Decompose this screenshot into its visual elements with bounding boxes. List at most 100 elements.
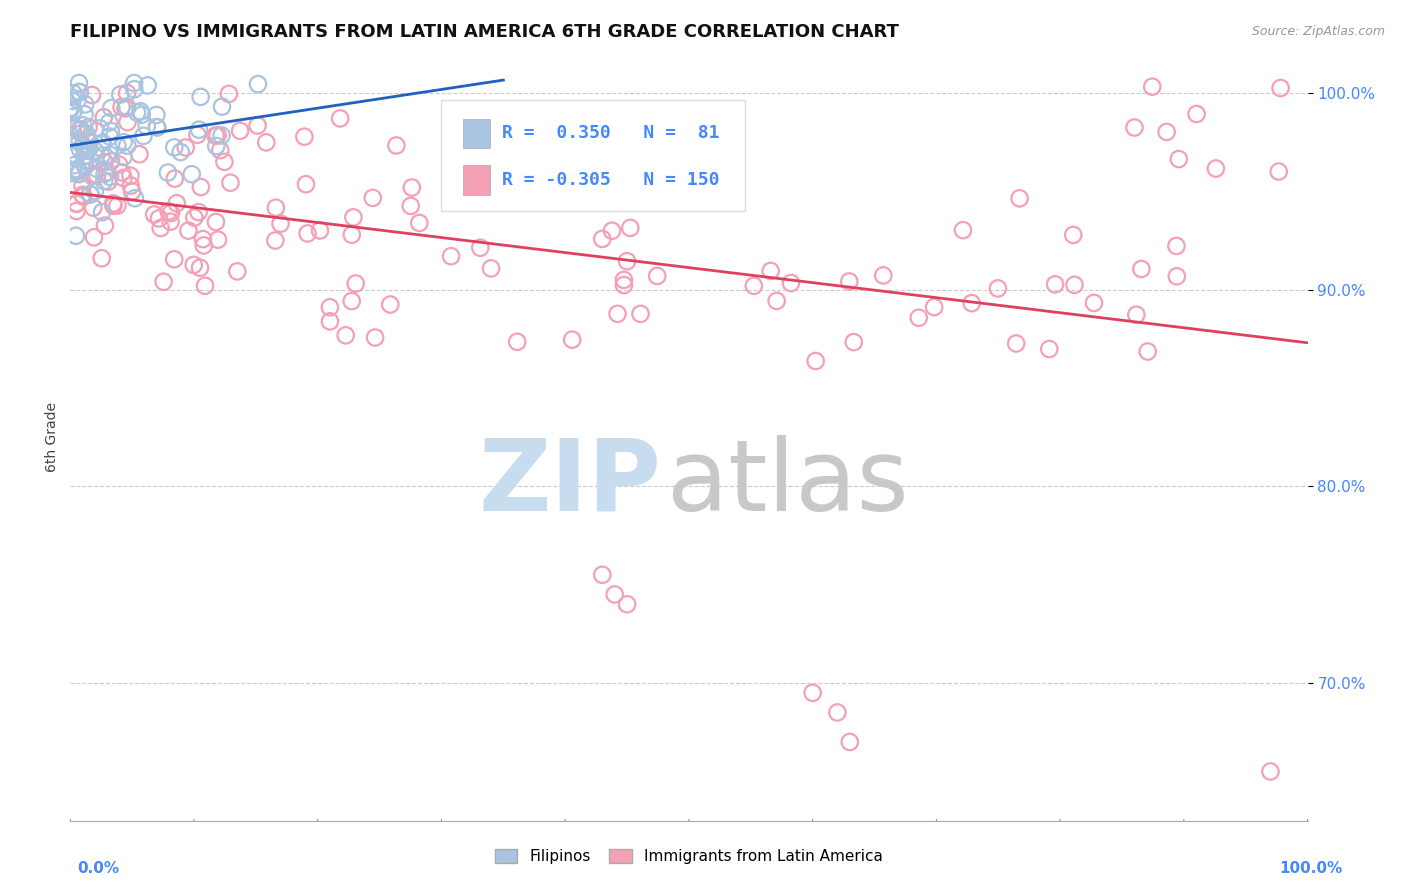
Point	[246, 77, 269, 91]
Point	[110, 87, 132, 102]
Point	[616, 597, 638, 611]
Point	[205, 215, 228, 229]
Point	[60, 118, 83, 132]
Point	[70, 127, 93, 141]
Point	[67, 76, 90, 90]
Point	[112, 135, 135, 149]
Point	[1136, 344, 1159, 359]
Point	[97, 175, 120, 189]
Point	[342, 211, 364, 225]
Point	[1038, 342, 1060, 356]
Point	[82, 169, 104, 183]
Bar	[463, 119, 489, 148]
Point	[219, 176, 242, 190]
Point	[98, 169, 121, 184]
Point	[117, 138, 139, 153]
Text: R = -0.305   N = 150: R = -0.305 N = 150	[502, 171, 720, 189]
Point	[90, 149, 112, 163]
Point	[110, 100, 132, 114]
Point	[408, 216, 430, 230]
Point	[218, 87, 240, 101]
Point	[270, 217, 292, 231]
Point	[69, 135, 91, 149]
Point	[80, 88, 103, 103]
Point	[1270, 81, 1292, 95]
Point	[1142, 79, 1164, 94]
Point	[159, 215, 181, 229]
Point	[79, 135, 101, 149]
Point	[160, 206, 183, 220]
Point	[76, 127, 98, 141]
Point	[204, 128, 226, 143]
Point	[264, 234, 287, 248]
Point	[107, 199, 129, 213]
Point	[214, 154, 236, 169]
Point	[190, 90, 212, 104]
Point	[72, 189, 94, 203]
Point	[62, 105, 84, 120]
Point	[1156, 125, 1178, 139]
Point	[246, 119, 269, 133]
Point	[1166, 239, 1188, 253]
Point	[129, 104, 152, 119]
Point	[1260, 764, 1282, 779]
Point	[65, 121, 87, 136]
Point	[207, 128, 229, 143]
Bar	[463, 165, 489, 194]
Point	[100, 101, 122, 115]
Point	[364, 330, 387, 344]
Point	[361, 191, 384, 205]
Point	[264, 201, 287, 215]
Point	[131, 108, 153, 122]
Point	[148, 211, 170, 226]
Point	[606, 307, 628, 321]
Point	[89, 121, 111, 136]
Point	[98, 147, 121, 161]
Point	[1005, 336, 1028, 351]
Point	[69, 122, 91, 136]
Point	[211, 128, 233, 143]
Text: R =  0.350   N =  81: R = 0.350 N = 81	[502, 124, 720, 143]
Point	[842, 335, 865, 350]
Point	[65, 197, 87, 211]
Point	[83, 184, 105, 198]
Point	[1166, 269, 1188, 284]
Point	[93, 174, 115, 188]
Text: 0.0%: 0.0%	[77, 861, 120, 876]
Point	[226, 264, 249, 278]
Point	[86, 161, 108, 176]
Point	[591, 567, 613, 582]
Point	[63, 158, 86, 172]
Point	[93, 110, 115, 124]
Point	[84, 144, 107, 158]
Point	[166, 196, 188, 211]
Point	[613, 273, 636, 287]
Point	[146, 120, 169, 135]
Point	[229, 124, 252, 138]
Point	[952, 223, 974, 237]
Point	[1185, 107, 1208, 121]
Point	[73, 149, 96, 163]
Point	[72, 179, 94, 194]
Point	[100, 124, 122, 138]
Point	[329, 112, 352, 126]
Point	[319, 300, 342, 314]
Point	[67, 167, 90, 181]
Point	[65, 228, 87, 243]
Point	[115, 100, 138, 114]
Point	[77, 120, 100, 135]
Point	[79, 187, 101, 202]
Point	[76, 144, 98, 158]
Point	[254, 136, 277, 150]
Point	[145, 108, 167, 122]
Point	[191, 232, 214, 246]
Point	[149, 221, 172, 235]
Point	[93, 167, 115, 181]
Point	[75, 144, 97, 158]
Point	[72, 119, 94, 133]
Text: Source: ZipAtlas.com: Source: ZipAtlas.com	[1251, 25, 1385, 38]
Point	[60, 149, 83, 163]
Point	[440, 249, 463, 263]
Point	[1123, 120, 1146, 135]
Point	[128, 147, 150, 161]
